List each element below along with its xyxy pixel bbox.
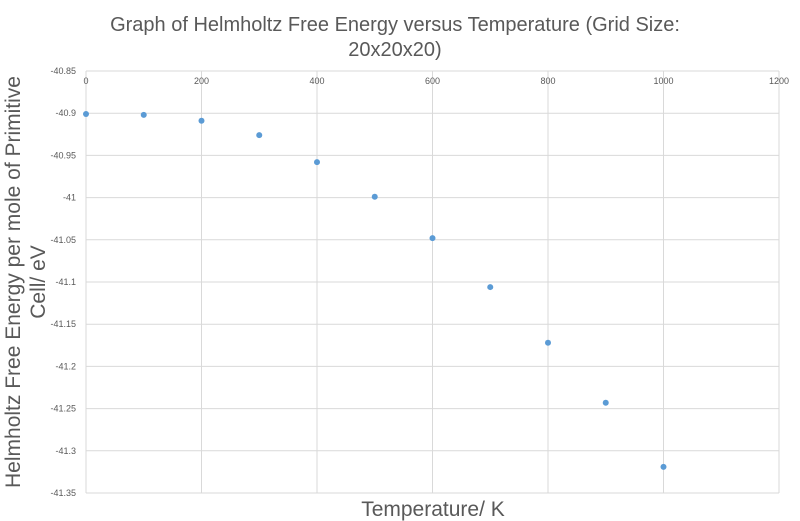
y-tick-label: -41.1 <box>55 277 76 287</box>
data-point <box>256 132 263 139</box>
y-axis-title-line-2: Cell/ eV <box>27 245 50 319</box>
y-tick-label: -40.95 <box>50 150 76 160</box>
data-point <box>545 339 551 346</box>
y-tick-labels: -40.85 -40.9 -40.95 -41 -41.05 -41.1 -41.15 -41… <box>50 66 76 498</box>
chart-title-line-1: Graph of Helmholtz Free Energy versus Te… <box>110 14 680 36</box>
y-tick-label: -41.2 <box>55 361 76 371</box>
y-tick-label: -40.85 <box>50 66 76 76</box>
data-point <box>198 117 205 124</box>
data-point <box>314 159 320 166</box>
x-tick-label: 800 <box>540 76 555 86</box>
x-tick-label: 1000 <box>653 76 673 86</box>
x-tick-label: 200 <box>194 76 209 86</box>
data-point <box>602 399 609 406</box>
x-tick-labels: 0 200 400 600 800 1000 1200 <box>83 76 789 86</box>
x-tick-label: 1200 <box>769 76 789 86</box>
axes <box>85 70 779 493</box>
y-tick-label: -41.35 <box>50 488 76 498</box>
y-tick-label: -41 <box>63 193 76 203</box>
chart-title-line-2: 20x20x20) <box>348 39 441 61</box>
y-axis-title: Helmholtz Free Energy per mole of Primit… <box>2 76 50 488</box>
y-tick-label: -40.9 <box>55 108 76 118</box>
y-tick-label: -41.25 <box>50 404 76 414</box>
y-axis-title-line-1: Helmholtz Free Energy per mole of Primit… <box>2 76 25 488</box>
y-tick-label: -41.05 <box>50 235 76 245</box>
y-tick-label: -41.15 <box>50 319 76 329</box>
data-point <box>487 284 494 291</box>
chart-title: Graph of Helmholtz Free Energy versus Te… <box>110 14 680 61</box>
data-point <box>140 111 147 118</box>
y-tick-label: -41.3 <box>55 446 76 456</box>
data-point <box>660 463 667 470</box>
gridlines <box>85 70 780 494</box>
data-points <box>83 111 667 470</box>
data-point <box>371 193 378 200</box>
data-point <box>429 235 436 242</box>
x-axis-title: Temperature/ K <box>361 498 505 521</box>
data-point <box>83 111 89 118</box>
x-tick-label: 0 <box>83 76 88 86</box>
x-tick-label: 400 <box>309 76 324 86</box>
x-tick-label: 600 <box>425 76 440 86</box>
